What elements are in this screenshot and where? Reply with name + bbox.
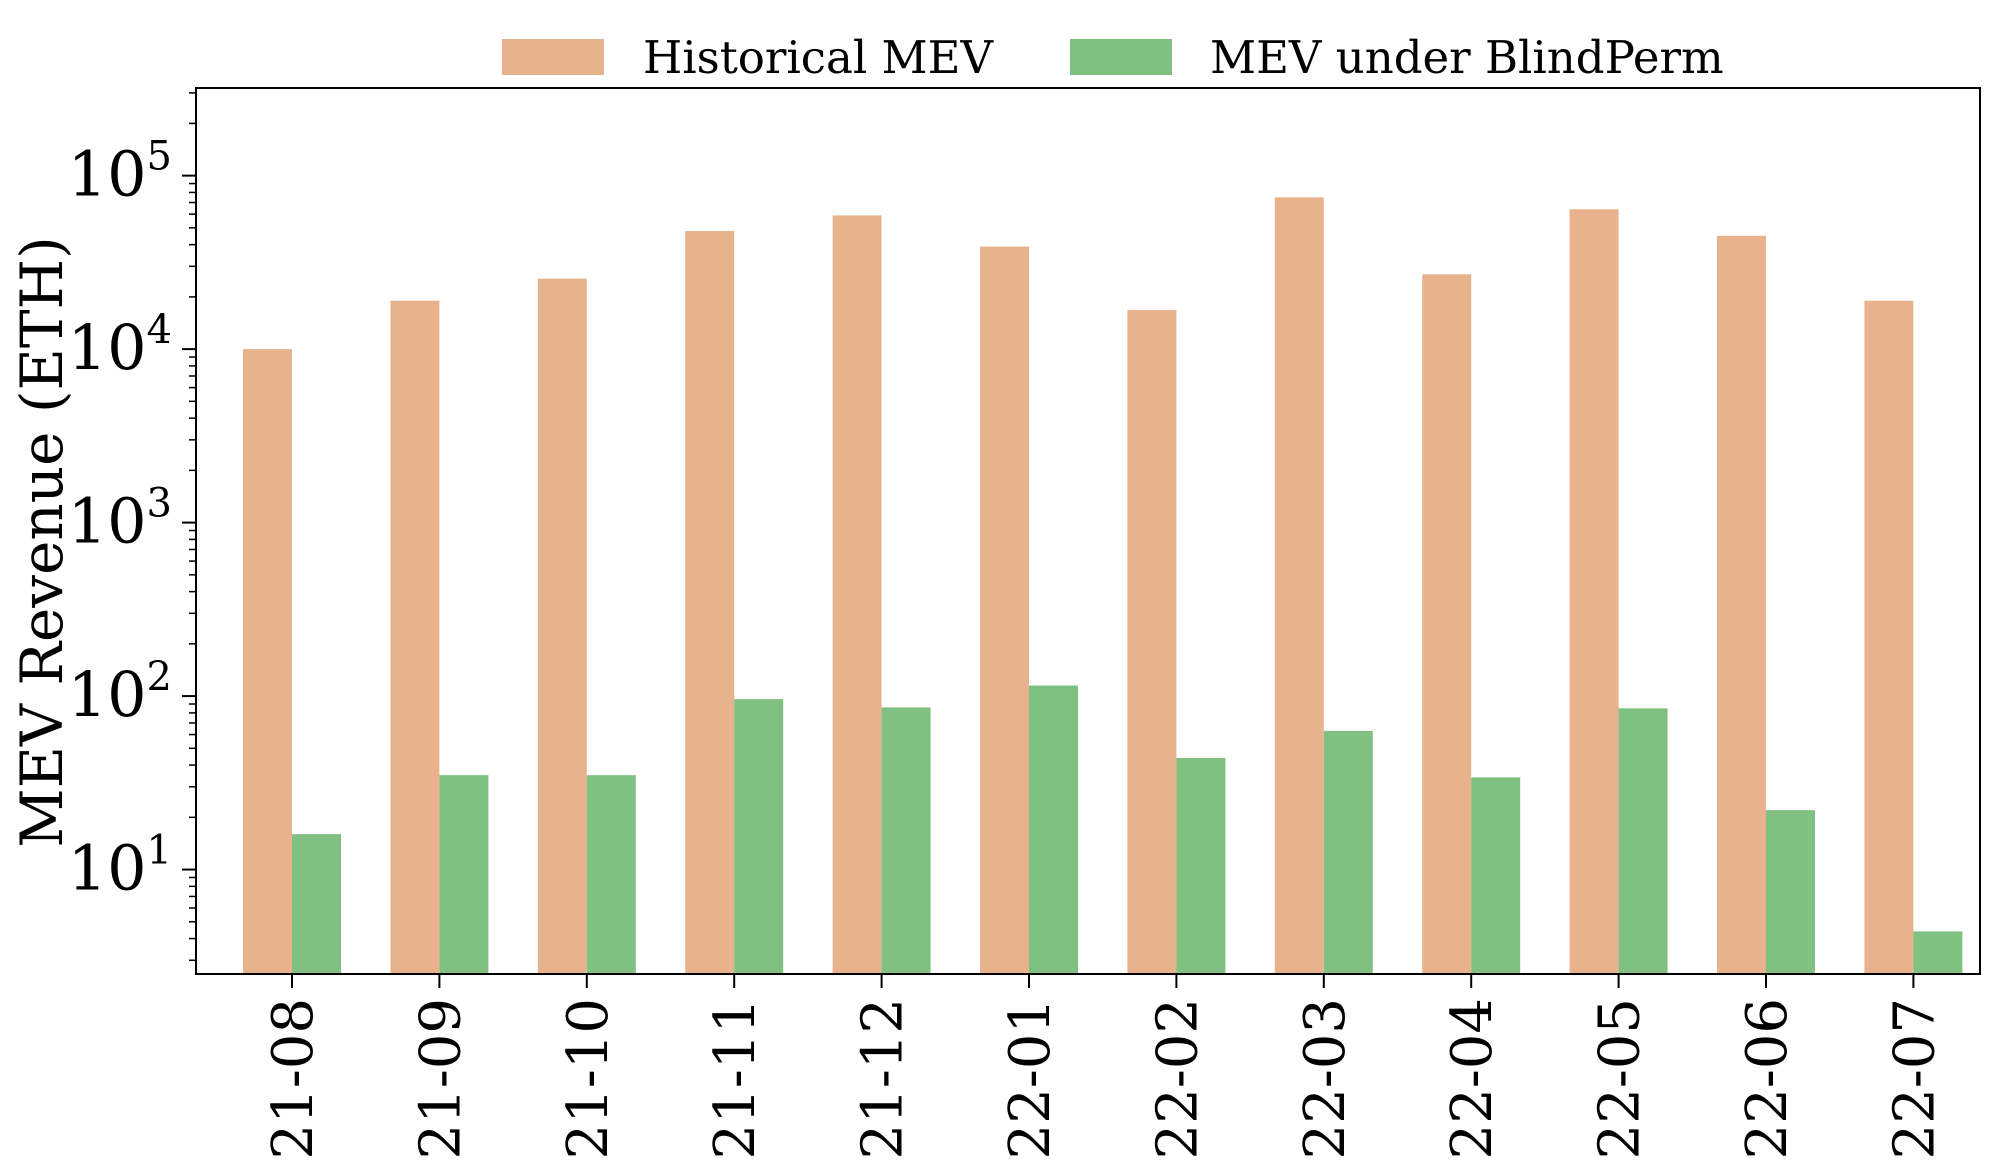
x-tick-label-22-01: 22-01 [998,998,1063,1159]
bar-blindperm-21-09 [439,775,489,974]
bar-historical-22-07 [1864,300,1914,975]
bar-historical-21-09 [390,300,440,975]
bar-historical-21-10 [537,278,587,974]
x-tick-label-22-06: 22-06 [1735,998,1800,1159]
bar-blindperm-22-04 [1471,777,1521,974]
bar-blindperm-22-03 [1323,730,1373,974]
bar-historical-22-02 [1127,310,1177,974]
bar-historical-22-01 [980,246,1029,974]
y-tick-label: 102 [68,654,172,731]
x-tick-label-22-05: 22-05 [1588,998,1653,1159]
bar-blindperm-22-07 [1913,931,1963,974]
y-tick-label: 105 [68,134,172,211]
x-tick-label-21-12: 21-12 [851,998,916,1159]
bar-historical-21-11 [685,230,735,974]
bar-historical-22-03 [1274,197,1324,975]
bar-historical-22-06 [1717,235,1766,974]
y-tick-label: 104 [68,307,172,384]
bar-blindperm-22-02 [1176,757,1226,974]
plot-frame [195,87,1981,975]
x-tick-label-21-10: 21-10 [556,998,621,1159]
bar-historical-21-12 [832,215,882,975]
y-axis: 101 102 103 104 105 [68,92,196,962]
legend-swatch-historical [502,39,604,75]
bar-blindperm-21-12 [881,707,931,974]
bar-blindperm-22-01 [1029,685,1078,974]
bar-blindperm-22-05 [1618,708,1668,974]
legend: Historical MEV MEV under BlindPerm [502,31,1724,84]
bar-historical-21-08 [243,349,292,974]
bar-blindperm-21-11 [734,699,784,974]
x-tick-label-21-11: 21-11 [703,998,768,1159]
x-tick-label-22-04: 22-04 [1440,998,1505,1159]
legend-label-historical: Historical MEV [643,31,994,84]
x-tick-label-22-07: 22-07 [1882,998,1947,1159]
plot-area [243,197,1963,975]
x-tick-label-21-08: 21-08 [261,998,326,1159]
bar-blindperm-22-06 [1766,810,1815,974]
bar-historical-22-04 [1422,274,1472,974]
legend-label-blindperm: MEV under BlindPerm [1210,31,1724,84]
y-tick-label: 103 [68,481,172,558]
x-tick-label-22-03: 22-03 [1293,998,1358,1159]
bar-blindperm-21-08 [292,834,341,974]
legend-swatch-blindperm [1070,39,1172,75]
bar-historical-22-05 [1569,209,1619,975]
y-axis-label: MEV Revenue (ETH) [8,236,76,847]
x-tick-label-21-09: 21-09 [408,998,473,1159]
x-axis: 21-08 21-09 21-10 21-11 21-12 22-01 22-02 22-03… [261,974,1947,1159]
y-tick-label: 101 [68,828,172,905]
x-tick-label-22-02: 22-02 [1145,998,1210,1159]
bar-blindperm-21-10 [586,775,636,974]
